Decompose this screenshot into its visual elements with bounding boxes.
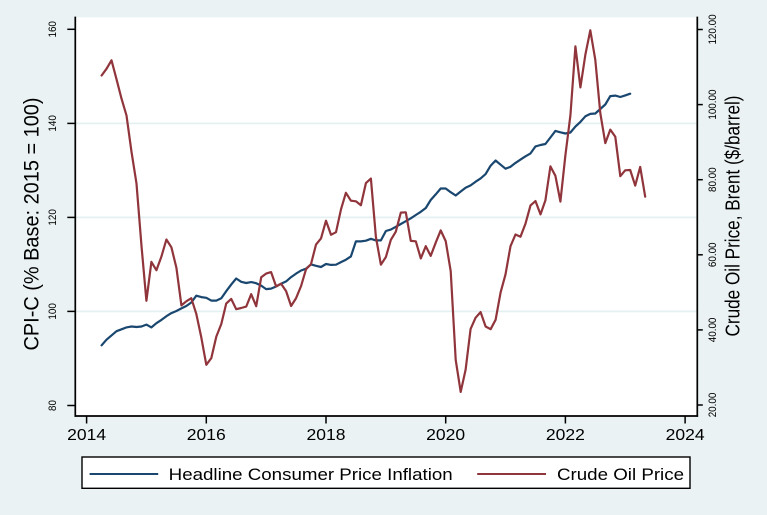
svg-text:2020: 2020 — [426, 427, 465, 444]
svg-text:120.00: 120.00 — [707, 14, 719, 44]
svg-text:CPI-C (% Base: 2015 = 100): CPI-C (% Base: 2015 = 100) — [20, 98, 44, 351]
svg-text:2018: 2018 — [307, 427, 346, 444]
svg-text:80.00: 80.00 — [707, 167, 719, 192]
svg-text:2016: 2016 — [187, 427, 226, 444]
svg-text:Headline Consumer Price Inflat: Headline Consumer Price Inflation — [169, 465, 453, 484]
svg-text:20.00: 20.00 — [707, 393, 719, 418]
svg-text:100.00: 100.00 — [707, 90, 719, 120]
svg-text:100: 100 — [47, 303, 59, 319]
svg-text:40.00: 40.00 — [707, 318, 719, 343]
svg-text:2024: 2024 — [666, 427, 705, 444]
svg-text:Crude Oil Price, Brent ($/barr: Crude Oil Price, Brent ($/barrel) — [723, 96, 745, 337]
svg-text:2022: 2022 — [546, 427, 585, 444]
svg-text:160: 160 — [47, 21, 59, 37]
svg-text:Crude Oil Price: Crude Oil Price — [557, 465, 684, 484]
svg-text:80: 80 — [47, 400, 59, 411]
svg-text:60.00: 60.00 — [707, 243, 719, 268]
svg-text:140: 140 — [47, 115, 59, 131]
svg-text:120: 120 — [47, 209, 59, 225]
svg-text:2014: 2014 — [67, 427, 106, 444]
